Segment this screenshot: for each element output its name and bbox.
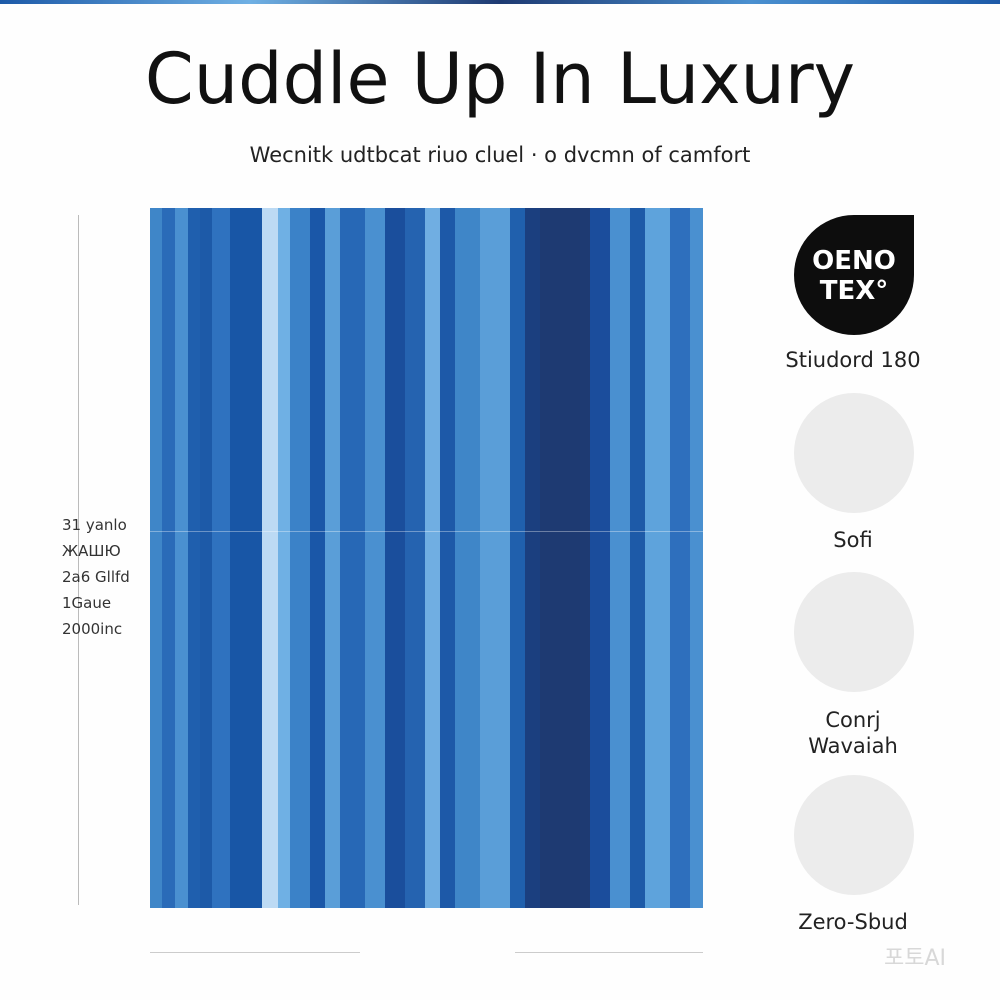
- certification-badge: OENO TEX°: [794, 215, 914, 335]
- feature-icon: [794, 572, 914, 692]
- fold-line: [150, 531, 703, 532]
- title: Cuddle Up In Luxury: [144, 38, 856, 120]
- bottom-line: [150, 952, 360, 953]
- top-bar: [0, 0, 1000, 4]
- size-label: ЖАШЮ: [62, 542, 121, 560]
- subtitle: Wecnitk udtbcat riuo cluel · o dvcmn of …: [249, 143, 751, 167]
- size-label: 2a6 Gllfd: [62, 568, 130, 586]
- watermark: 포토AI: [884, 946, 947, 971]
- feature-label: Conrj Wavaiah: [808, 708, 898, 758]
- size-label: 1Gaue: [62, 594, 112, 612]
- striped-blanket: [150, 208, 703, 908]
- size-labels: 31 yanlo ЖАШЮ 2a6 Gllfd 1Gaue 2000inc: [62, 512, 130, 642]
- badge-text: OENO: [812, 246, 896, 276]
- feature-icon: [794, 393, 914, 513]
- size-label: 31 yanlo: [62, 516, 127, 534]
- size-label: 2000inc: [62, 620, 123, 638]
- badge-caption: Stiudord 180: [785, 348, 921, 372]
- measure-line: [78, 215, 79, 905]
- feature-label: Sofi: [833, 528, 873, 552]
- badge-text: TEX°: [819, 276, 889, 306]
- feature-icon: [794, 775, 914, 895]
- bottom-line: [515, 952, 703, 953]
- feature-label: Zero-Sbud: [798, 910, 908, 934]
